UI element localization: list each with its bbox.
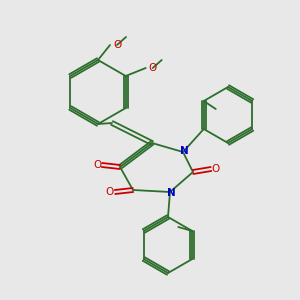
Text: O: O	[211, 164, 219, 174]
Text: O: O	[93, 160, 101, 170]
Text: O: O	[149, 63, 157, 73]
Text: N: N	[167, 188, 176, 198]
Text: N: N	[180, 146, 188, 156]
Text: O: O	[106, 187, 114, 197]
Text: O: O	[113, 40, 121, 50]
